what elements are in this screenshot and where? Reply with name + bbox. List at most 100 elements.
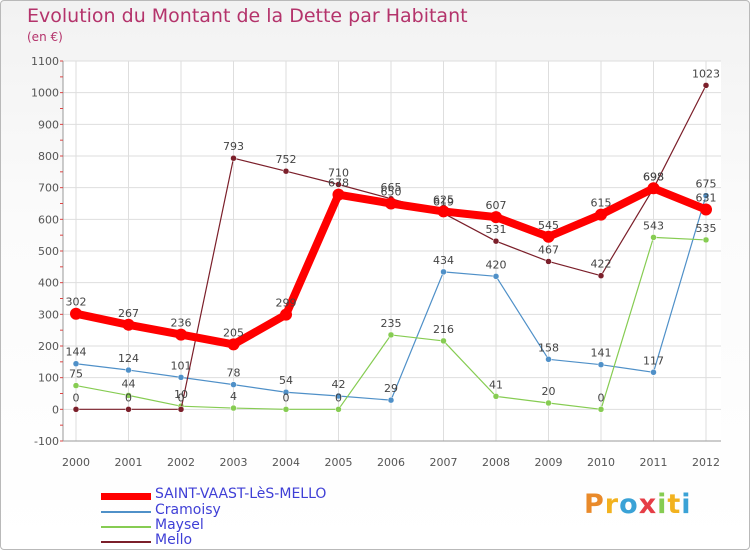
- data-point: [595, 208, 607, 221]
- x-tick-label: 2011: [640, 456, 668, 469]
- data-label: 78: [227, 367, 241, 380]
- data-point: [492, 393, 500, 400]
- data-point: [72, 360, 80, 367]
- data-point: [440, 268, 447, 276]
- data-label: 158: [538, 341, 559, 354]
- legend-label: SAINT-VAAST-LèS-MELLO: [155, 486, 327, 502]
- x-tick-label: 2006: [377, 456, 405, 469]
- x-tick-label: 2005: [325, 456, 353, 469]
- x-tick-label: 2007: [430, 456, 458, 469]
- data-point: [702, 236, 710, 244]
- legend-item-saint-vaast: SAINT-VAAST-LèS-MELLO: [101, 486, 401, 503]
- data-point: [122, 318, 135, 331]
- data-point: [70, 307, 82, 320]
- legend-swatch: [101, 526, 151, 528]
- y-tick-label: 800: [38, 150, 59, 163]
- data-label: 267: [118, 307, 139, 320]
- legend-label: Maysel: [155, 517, 204, 533]
- data-label: 54: [279, 374, 293, 387]
- data-label: 236: [171, 317, 192, 330]
- data-label: 101: [171, 359, 192, 372]
- legend-label: Cramoisy: [155, 502, 221, 518]
- data-point: [177, 374, 185, 381]
- data-label: 698: [643, 170, 664, 183]
- data-point: [335, 392, 342, 400]
- data-label: 535: [696, 222, 717, 235]
- data-label: 434: [433, 254, 454, 267]
- data-point: [72, 406, 80, 413]
- data-label: 0: [335, 391, 342, 404]
- legend-label: Mello: [155, 532, 193, 548]
- data-label: 0: [598, 391, 605, 404]
- data-point: [175, 328, 187, 341]
- x-tick-label: 2004: [272, 456, 300, 469]
- data-point: [437, 205, 450, 218]
- x-tick-label: 2009: [535, 456, 563, 469]
- data-point: [650, 369, 657, 376]
- data-label: 675: [696, 178, 717, 191]
- data-point: [650, 234, 657, 241]
- y-tick-label: 900: [38, 118, 59, 131]
- data-label: 545: [538, 219, 559, 232]
- data-label: 141: [591, 347, 612, 360]
- data-label: 0: [178, 391, 185, 404]
- data-label: 4: [230, 390, 237, 403]
- data-label: 216: [433, 323, 454, 336]
- data-point: [492, 273, 500, 280]
- chart-title: Evolution du Montant de la Dette par Hab…: [27, 5, 468, 27]
- data-label: 619: [433, 195, 454, 208]
- y-tick-label: 500: [38, 245, 59, 258]
- data-point: [335, 406, 342, 413]
- y-tick-label: 300: [38, 308, 59, 321]
- data-point: [597, 272, 605, 279]
- x-tick-label: 2012: [692, 456, 720, 469]
- y-tick-label: 600: [38, 213, 59, 226]
- data-point: [332, 188, 345, 201]
- x-tick-label: 2001: [115, 456, 143, 469]
- data-label: 44: [122, 377, 136, 390]
- logo-letter: o: [619, 489, 639, 520]
- data-point: [647, 182, 660, 195]
- data-label: 793: [223, 140, 244, 153]
- data-label: 42: [332, 378, 346, 391]
- data-label: 698: [643, 170, 664, 183]
- data-point: [702, 82, 710, 89]
- data-point: [387, 396, 395, 404]
- data-point: [597, 406, 605, 413]
- x-tick-label: 2002: [167, 456, 195, 469]
- data-point: [490, 211, 502, 224]
- x-tick-label: 2000: [62, 456, 90, 469]
- data-label: 420: [486, 258, 507, 271]
- y-tick-label: 700: [38, 182, 59, 195]
- unit-label: (en €): [27, 30, 63, 44]
- data-point: [72, 382, 80, 389]
- data-point: [700, 203, 712, 216]
- data-label: 20: [542, 385, 556, 398]
- legend-item-cramoisy: Cramoisy: [101, 502, 401, 519]
- data-label: 117: [643, 354, 664, 367]
- data-label: 41: [489, 378, 503, 391]
- data-label: 0: [125, 391, 132, 404]
- data-label: 531: [486, 223, 507, 236]
- logo-letter: t: [667, 489, 682, 520]
- y-tick-label: 0: [52, 403, 59, 416]
- data-point: [177, 406, 185, 413]
- data-label: 29: [384, 382, 398, 395]
- x-tick-label: 2008: [482, 456, 510, 469]
- data-label: 678: [328, 177, 349, 190]
- data-point: [227, 338, 240, 351]
- logo-letter: r: [604, 489, 620, 520]
- data-point: [597, 361, 605, 368]
- y-tick-label: 400: [38, 277, 59, 290]
- proxiti-logo: Proxiti: [584, 489, 692, 520]
- y-tick-label: 100: [38, 372, 59, 385]
- data-point: [280, 308, 292, 321]
- data-point: [230, 154, 237, 162]
- data-label: 0: [283, 391, 290, 404]
- data-label: 752: [276, 153, 297, 166]
- logo-letter: x: [638, 489, 658, 520]
- data-point: [387, 331, 395, 339]
- y-tick-label: 200: [38, 340, 59, 353]
